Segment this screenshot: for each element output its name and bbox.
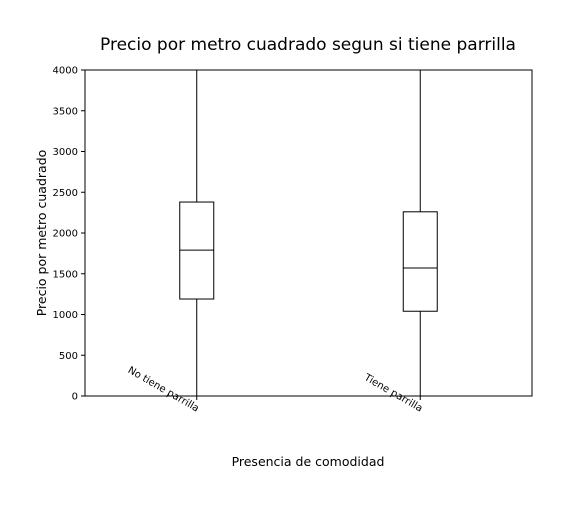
box-series [179,70,438,396]
chart-title: Precio por metro cuadrado segun si tiene… [100,35,516,55]
box-group [179,70,215,396]
y-tick-label: 3000 [53,147,78,158]
y-tick-label: 2000 [53,229,78,240]
y-axis: 0 500 1000 1500 2000 2500 3000 3500 4000 [53,66,85,403]
y-tick-label: 4000 [53,66,78,77]
y-tick-label: 1000 [53,310,78,321]
iqr-box [402,211,438,312]
y-tick-label: 0 [72,392,78,403]
y-axis-label: Precio por metro cuadrado [34,150,49,317]
x-tick-label: No tiene parrilla [126,365,201,415]
box-group [402,70,438,396]
y-tick-label: 500 [59,351,78,362]
y-tick-label: 2500 [53,188,78,199]
y-tick-label: 1500 [53,269,78,280]
x-axis: No tiene parrilla Tiene parrilla [126,365,425,415]
plot-area-frame [84,69,533,397]
y-tick-label: 3500 [53,106,78,117]
x-tick-label: Tiene parrilla [361,372,424,415]
x-axis-label: Presencia de comodidad [232,454,385,469]
